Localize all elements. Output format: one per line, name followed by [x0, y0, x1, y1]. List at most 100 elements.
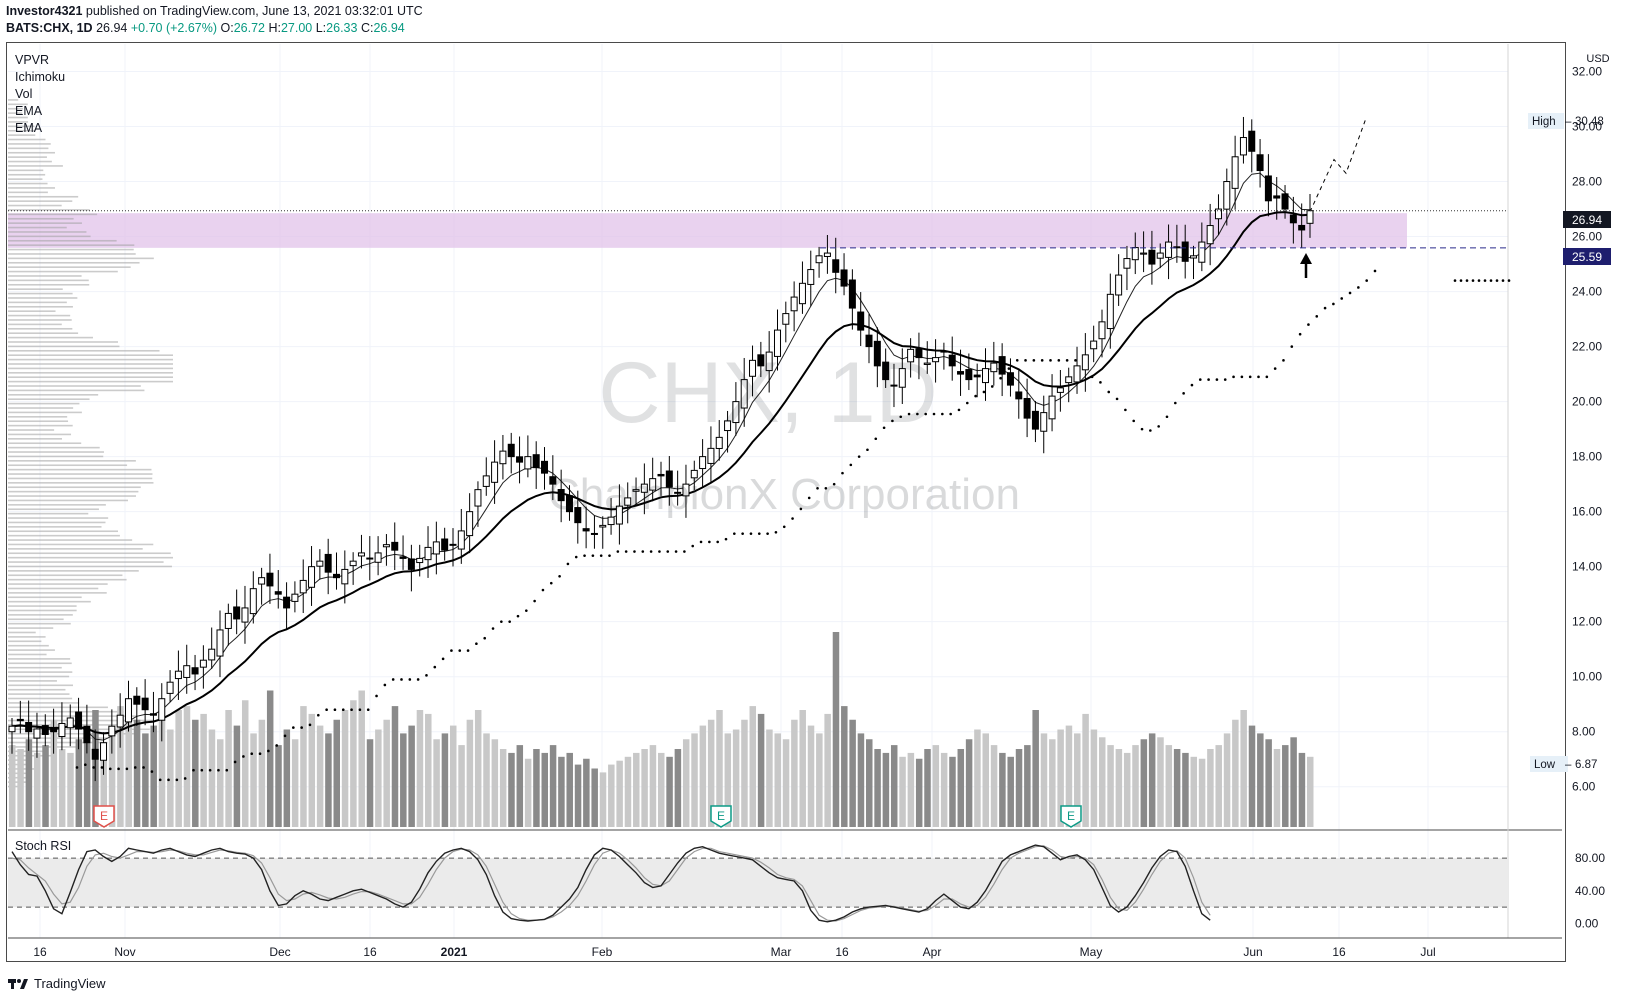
candle-body-down: [91, 748, 99, 760]
volume-bar: [491, 739, 499, 827]
volume-bar: [208, 729, 216, 827]
candle: [158, 683, 166, 742]
candle: [1281, 185, 1289, 219]
ichimoku-dot: [766, 532, 769, 535]
volume-profile-bar: [8, 354, 173, 356]
volume-bar: [1049, 739, 1056, 827]
volume-profile-bar: [8, 138, 46, 141]
volume-profile-bar: [8, 693, 70, 695]
candle-body-up: [33, 728, 41, 739]
volume-bar: [1223, 733, 1231, 827]
change-value: +0.70 (+2.67%): [130, 21, 218, 35]
ichimoku-dot: [1248, 375, 1252, 379]
indicator-vol[interactable]: Vol: [15, 87, 33, 101]
footer-branding[interactable]: TradingView: [8, 976, 106, 991]
indicator-ema-2[interactable]: EMA: [15, 121, 43, 135]
volume-profile-bar: [8, 257, 154, 260]
ichimoku-projection-dot: [1459, 279, 1463, 282]
price-tick-label: 32.00: [1572, 65, 1602, 79]
ichimoku-dot: [391, 678, 395, 681]
volume-profile-bar: [8, 319, 72, 321]
candle-body-down: [973, 374, 981, 378]
volume-bar: [375, 729, 382, 827]
volume-bar: [949, 756, 956, 827]
candle-body-up: [482, 475, 490, 487]
candle: [16, 700, 24, 734]
candle-body-down: [1289, 214, 1297, 224]
symbol-label[interactable]: BATS:CHX, 1D: [6, 21, 93, 35]
candle: [91, 729, 99, 782]
volume-bar: [549, 745, 557, 827]
volume-bar: [533, 749, 540, 827]
volume-profile-bar: [8, 416, 68, 418]
candle-body-down: [848, 279, 856, 309]
candle-body-down: [541, 460, 549, 474]
candle-body-up: [599, 524, 607, 528]
candle: [607, 498, 615, 535]
volume-profile-bar: [8, 460, 136, 462]
candle: [1206, 203, 1214, 266]
candle: [923, 341, 931, 374]
indicator-ema-1[interactable]: EMA: [15, 104, 43, 118]
volume-bar: [1290, 737, 1297, 827]
earnings-marker-2[interactable]: E: [710, 805, 732, 828]
ichimoku-dot: [932, 412, 936, 416]
ichimoku-dot: [683, 550, 686, 553]
candle-body-down: [399, 556, 407, 559]
stoch-rsi-label[interactable]: Stoch RSI: [15, 839, 71, 853]
candle: [765, 331, 773, 393]
volume-profile-bar: [8, 226, 67, 229]
volume-profile-bar: [8, 526, 102, 528]
candle: [108, 709, 116, 754]
ichimoku-dot: [267, 749, 270, 753]
candle: [624, 482, 632, 524]
candle-body-up: [624, 497, 632, 506]
volume-bar: [217, 739, 224, 827]
earnings-marker-3[interactable]: E: [1060, 805, 1082, 828]
volume-bar: [50, 719, 58, 827]
volume-bar: [965, 739, 973, 827]
volume-bar: [341, 710, 349, 827]
price-tick-label: 30.00: [1572, 120, 1602, 134]
candle: [341, 550, 349, 604]
volume-profile-bar: [8, 231, 87, 233]
volume-bar: [591, 768, 598, 827]
volume-profile-bar: [8, 741, 108, 744]
candle: [807, 250, 815, 307]
volume-profile-bar: [8, 543, 154, 546]
candle: [407, 544, 415, 592]
price-tick-label: 16.00: [1572, 505, 1602, 519]
author-name[interactable]: Investor4321: [6, 4, 83, 18]
ichimoku-dot: [1265, 375, 1269, 379]
ichimoku-dot: [866, 448, 869, 452]
volume-bar: [641, 749, 648, 827]
volume-profile-bar: [8, 486, 141, 489]
candle: [499, 434, 507, 480]
earnings-marker-1[interactable]: E: [93, 805, 115, 828]
candle: [1040, 395, 1048, 454]
volume-bar: [300, 706, 307, 827]
candle: [482, 457, 490, 496]
volume-bar: [857, 733, 865, 827]
candle-body-down: [840, 269, 848, 287]
watermark-ticker: CHX, 1D: [598, 345, 937, 441]
volume-bar: [325, 733, 332, 827]
candle-body-up: [299, 579, 307, 594]
indicator-vpvr[interactable]: VPVR: [15, 53, 50, 67]
candle: [932, 339, 940, 383]
indicator-ichimoku[interactable]: Ichimoku: [15, 70, 66, 84]
currency-label[interactable]: USD: [1586, 53, 1609, 65]
volume-profile-bar: [8, 248, 134, 251]
ichimoku-dot: [300, 726, 303, 729]
candle: [1106, 273, 1114, 349]
candle-body-up: [308, 566, 316, 588]
time-tick-label: 2021: [441, 945, 468, 959]
candle: [541, 447, 549, 490]
price-tick-label: 22.00: [1572, 340, 1602, 354]
ichimoku-dot: [791, 517, 794, 520]
candle: [258, 567, 266, 605]
candle-body-up: [1073, 365, 1081, 383]
ichimoku-dot: [100, 766, 104, 769]
ichimoku-dot: [1174, 401, 1177, 405]
